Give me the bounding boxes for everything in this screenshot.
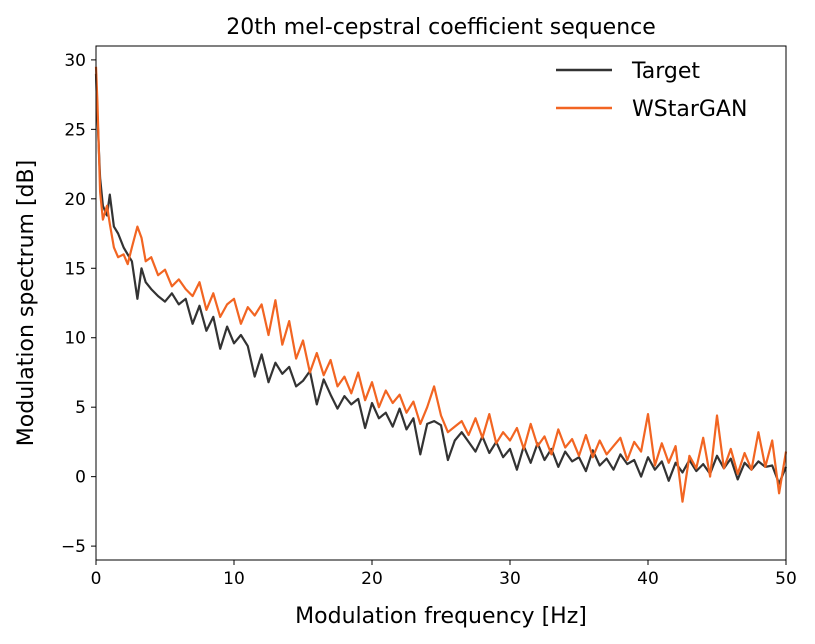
legend: Target WStarGAN [556,59,747,122]
x-tick-label: 20 [361,569,383,589]
chart-title: 20th mel-cepstral coefficient sequence [226,15,656,40]
legend-label-0: Target [631,59,700,84]
plot-frame [95,45,787,561]
y-tick-label: 5 [75,398,86,418]
x-tick-label: 50 [775,569,797,589]
y-axis-ticks: −5 0 5 10 15 20 25 30 [61,51,96,557]
x-axis-label: Modulation frequency [Hz] [295,604,587,629]
y-tick-label: 10 [64,329,86,349]
plot-lines [94,66,788,503]
x-tick-label: 10 [223,569,245,589]
y-tick-label: −5 [61,537,86,557]
y-tick-label: 15 [64,259,86,279]
legend-label-1: WStarGAN [632,97,747,122]
y-axis-label: Modulation spectrum [dB] [14,160,39,446]
y-tick-label: 30 [64,51,86,71]
y-tick-label: 0 [75,468,86,488]
x-axis-ticks: 0 10 20 30 40 50 [91,560,797,589]
y-tick-label: 20 [64,190,86,210]
series-line-1 [94,66,788,503]
y-tick-label: 25 [64,120,86,140]
x-tick-label: 0 [91,569,102,589]
x-tick-label: 40 [637,569,659,589]
x-tick-label: 30 [499,569,521,589]
series-line-0 [94,73,788,485]
